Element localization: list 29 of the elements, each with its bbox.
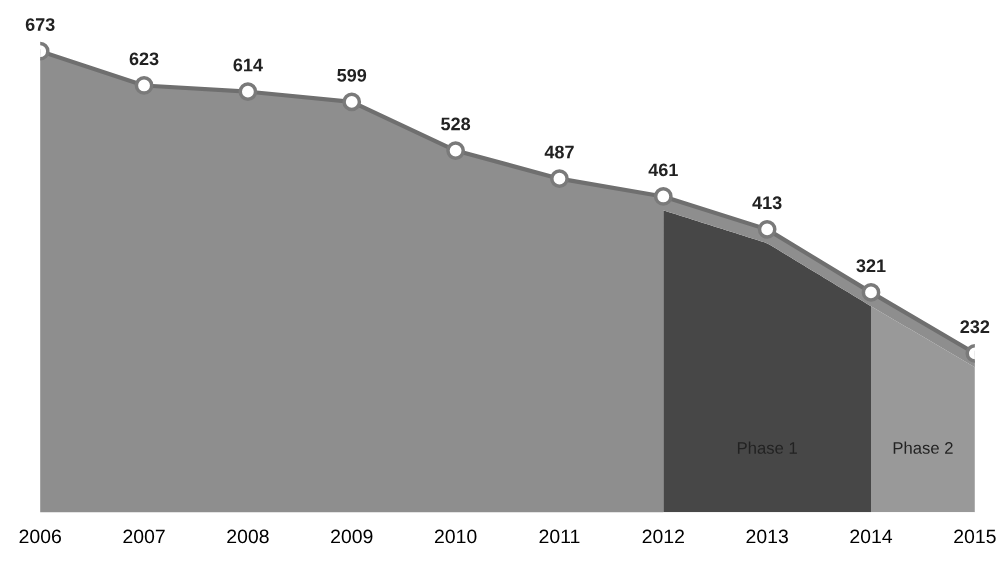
x-tick-label: 2011 [539,529,580,544]
x-tick-label: 2013 [746,529,788,544]
data-label: 487 [544,145,574,159]
point [342,92,362,112]
point [446,141,465,160]
point [134,76,154,95]
band-label: Phase 2 [893,441,953,454]
x-tick-label: 2009 [331,529,373,544]
x-tick-label: 2012 [642,529,684,544]
x-tick-label: 2006 [19,529,61,544]
x-tick-label: 2014 [850,529,893,544]
x-tick-label: 2015 [954,529,996,544]
point [238,82,258,102]
data-label: 623 [129,52,159,66]
x-tick-label: 2010 [434,529,477,544]
point [550,169,569,189]
data-label: 461 [648,163,678,177]
data-label: 599 [337,68,367,82]
point [861,283,881,302]
data-label: 232 [960,320,990,334]
data-label: 614 [233,58,263,72]
point [653,187,673,206]
x-tick-label: 2007 [123,529,165,544]
data-label: 321 [856,259,886,273]
point [757,219,777,239]
data-label: 413 [752,196,782,210]
x-tick-label: 2008 [227,529,269,544]
data-label: 528 [441,117,471,131]
data-label: 673 [25,18,55,31]
